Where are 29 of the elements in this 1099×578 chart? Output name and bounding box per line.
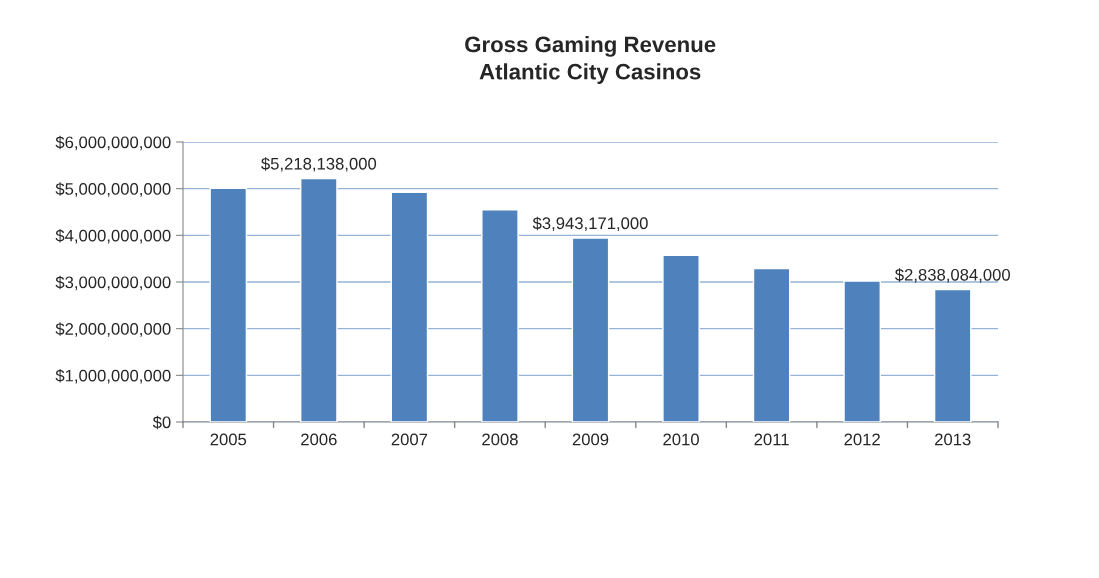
data-label: $5,218,138,000 xyxy=(261,157,377,172)
x-tick-label: 2009 xyxy=(572,433,609,446)
bar xyxy=(209,187,248,422)
y-tick-label: $3,000,000,000 xyxy=(55,275,171,291)
x-tick-label: 2007 xyxy=(391,433,428,446)
y-tick-label: $4,000,000,000 xyxy=(55,229,171,244)
y-tick-label: $6,000,000,000 xyxy=(55,135,171,151)
y-tick-label: $2,000,000,000 xyxy=(55,322,171,337)
data-label: $3,943,171,000 xyxy=(532,216,648,232)
y-tick-label: $5,000,000,000 xyxy=(55,182,171,197)
data-label: $2,838,084,000 xyxy=(894,268,1010,283)
chart-title: Gross Gaming Revenue Atlantic City Casinos xyxy=(465,36,716,84)
x-tick-label: 2006 xyxy=(301,433,337,446)
bar xyxy=(752,267,791,422)
bar xyxy=(933,288,972,422)
x-tick-label: 2012 xyxy=(844,433,880,446)
x-tick-label: 2013 xyxy=(935,433,971,446)
bar xyxy=(390,191,429,422)
bar xyxy=(481,209,519,422)
x-tick-label: 2011 xyxy=(754,433,789,446)
bar xyxy=(662,254,700,422)
bar xyxy=(843,280,881,422)
y-tick-label: $1,000,000,000 xyxy=(55,369,171,384)
x-tick-label: 2008 xyxy=(482,433,518,446)
x-tick-label: 2010 xyxy=(663,433,699,446)
x-tick-label: 2005 xyxy=(210,433,247,446)
y-tick-label: $0 xyxy=(152,415,171,430)
bar xyxy=(571,237,610,422)
bar xyxy=(300,177,338,422)
